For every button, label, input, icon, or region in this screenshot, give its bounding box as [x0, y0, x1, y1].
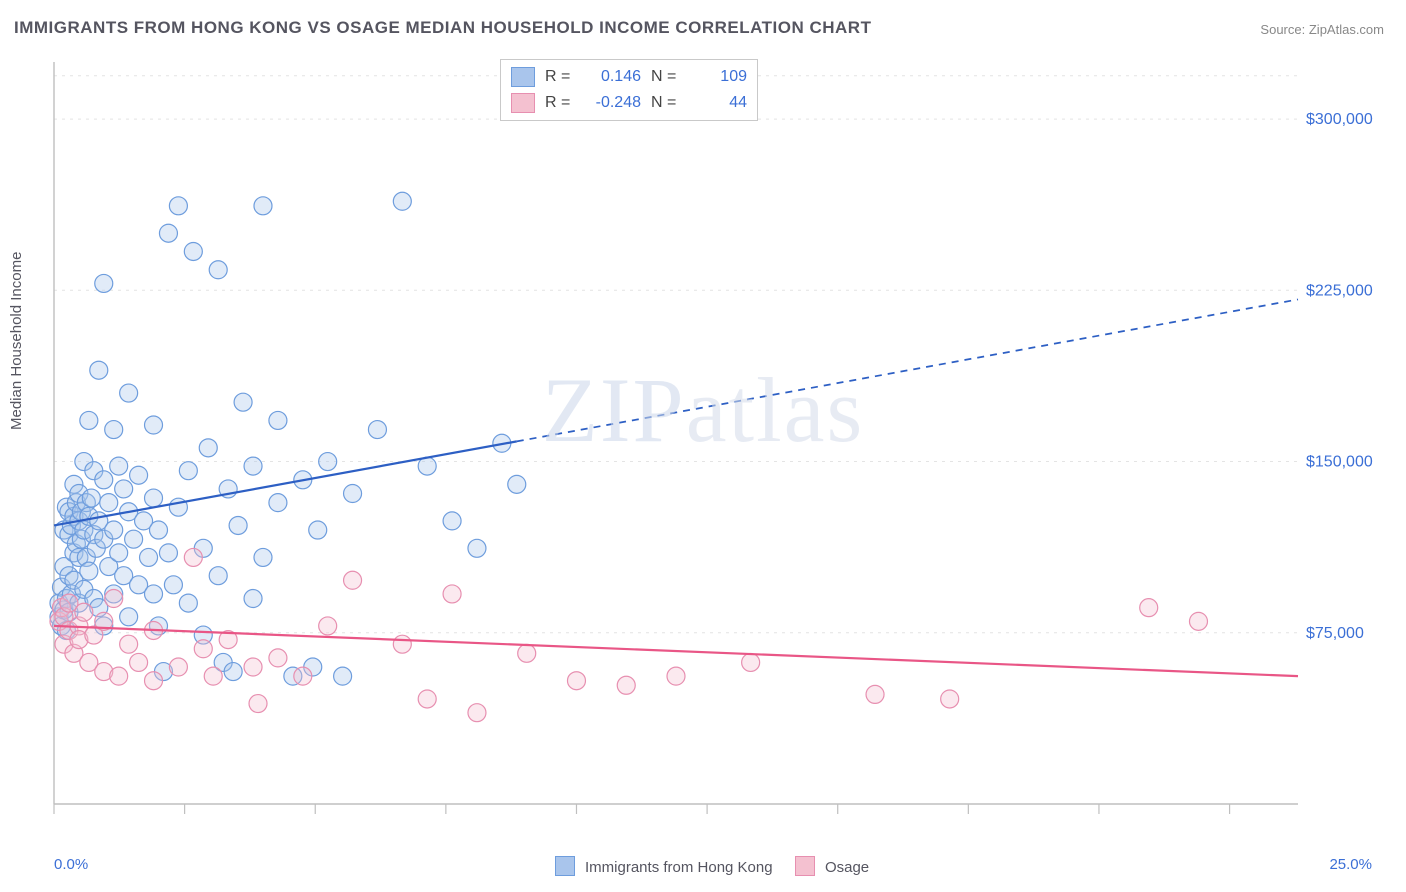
stats-n-value: 44: [689, 94, 747, 112]
stats-legend-row: R = -0.248 N = 44: [511, 90, 747, 116]
source-label: Source:: [1260, 22, 1305, 37]
stats-legend-row: R = 0.146 N = 109: [511, 64, 747, 90]
stats-swatch: [511, 93, 535, 113]
legend-swatch-hk: [555, 856, 575, 876]
footer-legend: Immigrants from Hong Kong Osage: [0, 856, 1406, 876]
stats-n-label: N =: [651, 68, 679, 86]
legend-label-hk: Immigrants from Hong Kong: [585, 859, 773, 876]
legend-swatch-osage: [795, 856, 815, 876]
chart-title: IMMIGRANTS FROM HONG KONG VS OSAGE MEDIA…: [14, 18, 871, 38]
source-attribution: Source: ZipAtlas.com: [1260, 22, 1384, 37]
svg-text:$150,000: $150,000: [1306, 454, 1373, 471]
legend-label-osage: Osage: [825, 859, 869, 876]
stats-legend: R = 0.146 N = 109 R = -0.248 N = 44: [500, 59, 758, 121]
stats-r-label: R =: [545, 94, 573, 112]
stats-swatch: [511, 67, 535, 87]
y-axis-label: Median Household Income: [8, 252, 25, 430]
stats-r-label: R =: [545, 68, 573, 86]
svg-text:$300,000: $300,000: [1306, 111, 1373, 128]
stats-n-value: 109: [689, 68, 747, 86]
scatter-plot: $75,000 $150,000 $225,000 $300,000: [48, 56, 1378, 826]
source-link[interactable]: ZipAtlas.com: [1309, 22, 1384, 37]
stats-n-label: N =: [651, 94, 679, 112]
svg-text:$225,000: $225,000: [1306, 282, 1373, 299]
stats-r-value: 0.146: [583, 68, 641, 86]
svg-text:$75,000: $75,000: [1306, 625, 1364, 642]
stats-r-value: -0.248: [583, 94, 641, 112]
